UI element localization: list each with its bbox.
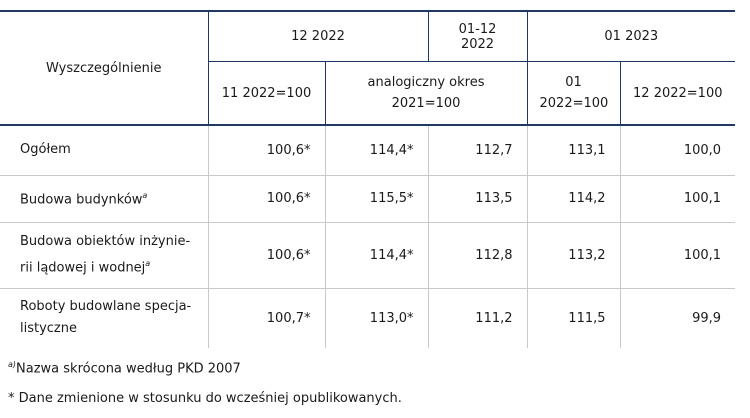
sub-header-line: 2021=100: [391, 96, 461, 111]
sub-header: 12 2022=100: [619, 61, 736, 126]
row-label: Budowa budynkówa: [0, 175, 208, 223]
row-label-line: Roboty budowlane specja-: [20, 299, 192, 315]
value-cell: 114,4*: [324, 125, 429, 176]
group-header: 01 2023: [526, 10, 736, 62]
value-cell: 115,5*: [324, 175, 429, 223]
group-header: 12 2022: [207, 10, 429, 62]
value-cell: 114,4*: [324, 222, 429, 289]
value-cell: 113,1: [526, 125, 621, 176]
row-label: Roboty budowlane specja-listyczne: [0, 288, 208, 348]
row-label-line: listyczne: [20, 321, 77, 337]
value-cell: 100,1: [619, 222, 736, 289]
value-cell: 111,2: [427, 288, 528, 348]
value-cell: 100,6*: [207, 175, 325, 223]
row-label-line: Ogółem: [20, 142, 71, 158]
footnote: a)Nazwa skrócona według PKD 2007: [8, 360, 241, 376]
row-note: a: [145, 258, 151, 268]
stub-header: Wyszczególnienie: [0, 10, 208, 126]
row-note: a: [142, 191, 148, 201]
value-cell: 100,7*: [207, 288, 325, 348]
footnote-mark: a): [8, 360, 17, 369]
row-label: Ogółem: [0, 125, 208, 176]
value-cell: 113,0*: [324, 288, 429, 348]
value-cell: 113,2: [526, 222, 621, 289]
table-row: Ogółem 100,6* 114,4* 112,7 113,1 100,0: [0, 125, 736, 176]
value-cell: 112,8: [427, 222, 528, 289]
table-body: Ogółem 100,6* 114,4* 112,7 113,1 100,0 Budowa …: [0, 125, 736, 348]
value-cell: 100,0: [619, 125, 736, 176]
value-cell: 100,1: [619, 175, 736, 223]
table-row: Budowa obiektów inżynie-rii lądowej i wo…: [0, 222, 736, 289]
value-cell: 100,6*: [207, 222, 325, 289]
footnote-text: Nazwa skrócona według PKD 2007: [16, 361, 241, 377]
footnote: * Dane zmienione w stosunku do wcześniej…: [8, 391, 402, 406]
row-label-line: Budowa obiektów inżynie-: [20, 233, 191, 249]
row-label: Budowa obiektów inżynie-rii lądowej i wo…: [0, 222, 208, 289]
row-label-line: rii lądowej i wodnej: [20, 260, 146, 276]
value-cell: 100,6*: [207, 125, 325, 176]
sub-header: 01 2022=100: [526, 61, 621, 126]
value-cell: 113,5: [427, 175, 528, 223]
row-label-line: Budowa budynków: [20, 192, 143, 208]
footnote-text: * Dane zmienione w stosunku do wcześniej…: [8, 391, 402, 406]
table-row: Budowa budynkówa 100,6* 115,5* 113,5 114,2 10…: [0, 175, 736, 223]
value-cell: 112,7: [427, 125, 528, 176]
sub-header: 11 2022=100: [207, 61, 325, 126]
sub-header-line: analogiczny okres: [367, 75, 485, 90]
data-table: Wyszczególnienie 12 2022 01-12 2022 01 2…: [0, 10, 736, 348]
group-header: 01-12 2022: [427, 10, 528, 62]
value-cell: 99,9: [619, 288, 736, 348]
sub-header: analogiczny okres 2021=100: [324, 61, 528, 126]
value-cell: 114,2: [526, 175, 621, 223]
table-row: Roboty budowlane specja-listyczne 100,7* 1…: [0, 288, 736, 348]
value-cell: 111,5: [526, 288, 621, 348]
